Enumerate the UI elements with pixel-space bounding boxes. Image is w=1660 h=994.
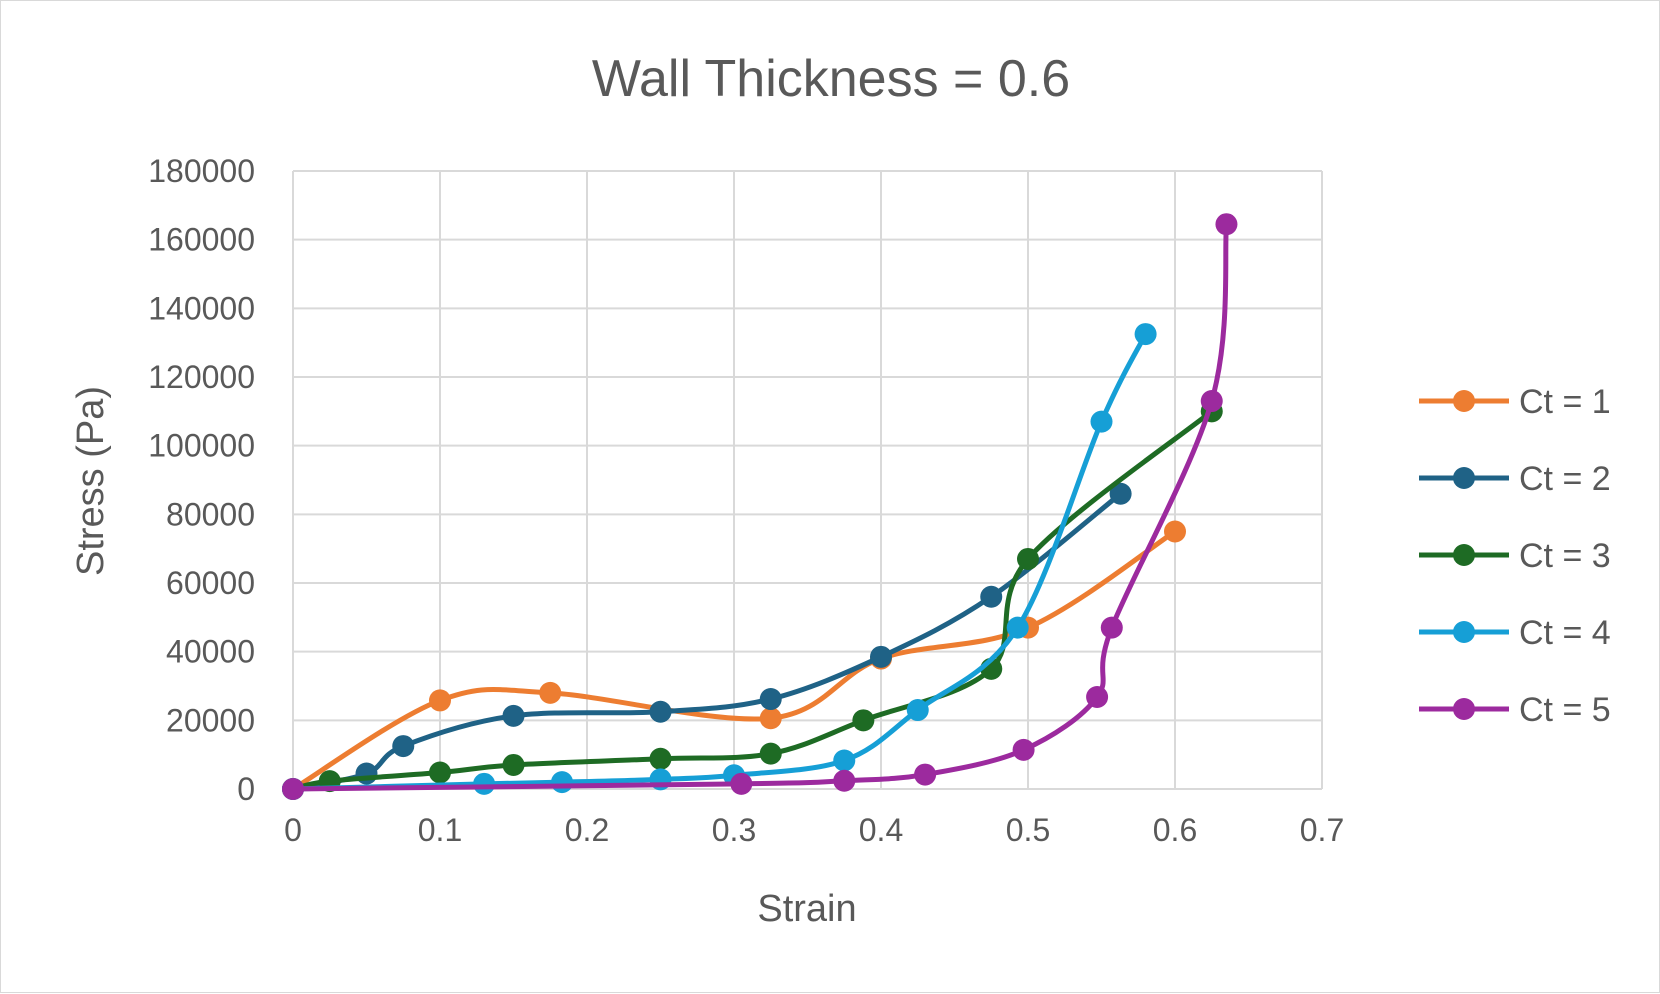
y-tick-label: 100000 [148,428,255,464]
data-point [1086,685,1109,708]
data-point [906,699,929,722]
data-point [429,689,451,712]
data-point [1017,547,1039,570]
data-point [833,749,856,772]
legend-item: Ct = 1 [1419,383,1611,421]
x-tick-label: 0.7 [1300,812,1344,848]
y-tick-label: 180000 [148,153,255,189]
legend-label: Ct = 1 [1519,383,1611,421]
x-tick-label: 0.4 [859,812,903,848]
data-point [980,585,1003,608]
data-point [759,688,782,711]
tick-labels: 0 0.1 0.2 0.3 0.4 0.5 0.6 0.7 0 20000 40000 60000 80… [148,153,1344,848]
data-point [759,742,782,765]
series-2 [282,482,1132,800]
data-point [1200,390,1223,413]
y-tick-label: 60000 [166,565,255,601]
y-tick-label: 140000 [148,290,255,326]
data-point [914,763,937,786]
data-point [282,778,304,800]
x-tick-label: 0.5 [1006,812,1050,848]
y-tick-label: 120000 [148,359,255,395]
y-tick-label: 80000 [166,496,255,532]
series-5 [282,213,1238,800]
legend: Ct = 1 Ct = 2 Ct = 3 Ct = 4 Ct = 5 [1419,383,1611,729]
data-point [502,753,525,776]
data-point [473,772,496,795]
legend-item: Ct = 5 [1419,691,1611,729]
x-tick-label: 0.2 [565,812,609,848]
data-point [502,704,525,727]
data-point [1006,616,1029,639]
data-point [1215,213,1238,236]
data-point [649,700,672,723]
chart-title: Wall Thickness = 0.6 [592,50,1070,108]
data-point [539,681,562,704]
series-line [290,331,1149,792]
legend-swatch-marker [1453,467,1475,489]
x-tick-label: 0.6 [1153,812,1197,848]
legend-swatch-marker [1453,698,1475,720]
data-point [1090,410,1113,433]
y-tick-label: 0 [237,771,255,807]
legend-label: Ct = 3 [1519,537,1611,575]
y-axis-title: Stress (Pa) [70,386,112,576]
data-point [833,769,856,792]
series-line [290,491,1124,792]
y-tick-label: 160000 [148,222,255,258]
legend-swatch-marker [1453,621,1475,643]
x-tick-label: 0 [284,812,302,848]
legend-item: Ct = 3 [1419,537,1611,575]
legend-label: Ct = 4 [1519,614,1611,652]
legend-item: Ct = 4 [1419,614,1611,652]
data-point [429,761,451,784]
legend-swatch-marker [1453,390,1475,412]
series-line [290,221,1229,792]
data-point [1012,738,1035,761]
data-point [759,707,782,730]
y-tick-label: 40000 [166,634,255,670]
y-tick-label: 20000 [166,702,255,738]
data-point [355,762,378,785]
data-point [852,709,875,732]
data-point [1100,616,1123,639]
data-point [730,772,753,795]
x-tick-label: 0.1 [418,812,462,848]
data-point [392,735,415,758]
data-point [870,645,892,668]
data-point [1134,323,1157,346]
grid [292,170,1323,790]
x-axis-title: Strain [757,888,856,930]
series-layer [282,213,1238,800]
data-point [1164,520,1186,543]
data-point [649,747,672,770]
legend-label: Ct = 5 [1519,691,1611,729]
legend-label: Ct = 2 [1519,460,1611,498]
legend-swatch-marker [1453,544,1475,566]
legend-item: Ct = 2 [1419,460,1611,498]
data-point [551,771,574,794]
data-point [1109,482,1132,505]
x-tick-label: 0.3 [712,812,756,848]
